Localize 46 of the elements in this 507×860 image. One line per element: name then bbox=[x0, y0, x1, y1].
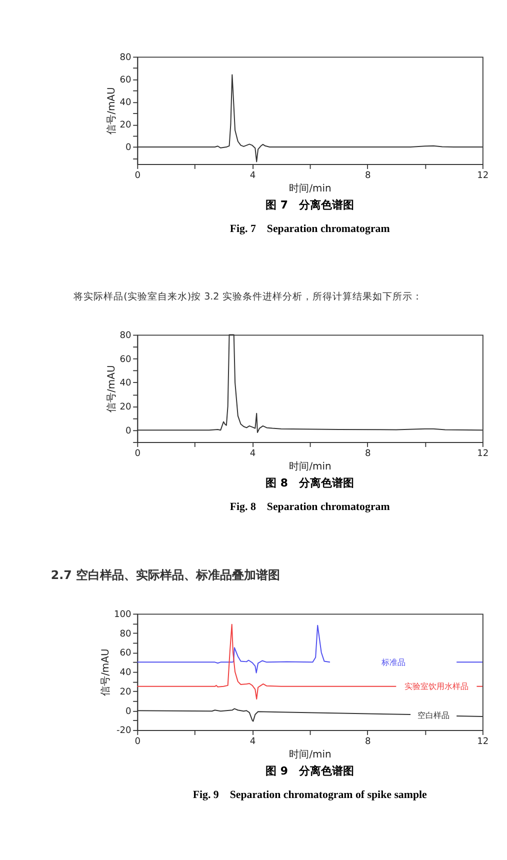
series-label: 空白样品 bbox=[418, 710, 450, 720]
x-tick-label: 8 bbox=[364, 737, 371, 748]
y-tick-label: 0 bbox=[126, 143, 132, 154]
y-tick-label: 0 bbox=[126, 426, 132, 436]
y-tick-label: 0 bbox=[126, 706, 132, 717]
x-tick-label: 4 bbox=[250, 171, 256, 182]
y-tick-label: 60 bbox=[120, 648, 132, 659]
series-label: 实验室饮用水样品 bbox=[404, 681, 468, 692]
y-tick-label: 60 bbox=[120, 354, 132, 365]
y-tick-label: 40 bbox=[120, 378, 132, 389]
x-axis-title: 时间/min bbox=[289, 460, 332, 473]
y-axis-title: 信号/mAU bbox=[105, 87, 118, 134]
x-tick-label: 0 bbox=[134, 737, 141, 748]
text: 图 7 分离色谱图 bbox=[266, 198, 354, 212]
text: 图 8 分离色谱图 bbox=[266, 476, 354, 490]
y-tick-label: 40 bbox=[120, 98, 132, 108]
y-tick-label: 20 bbox=[120, 687, 132, 698]
x-tick-label: 12 bbox=[477, 171, 489, 182]
y-tick-label: -20 bbox=[116, 726, 132, 736]
text: 图 9 分离色谱图 bbox=[266, 764, 354, 778]
text: Fig. 8 Separation chromatogram bbox=[230, 501, 390, 514]
text: Fig. 7 Separation chromatogram bbox=[230, 223, 390, 236]
y-tick-label: 60 bbox=[120, 75, 132, 86]
text: Fig. 9 Separation chromatogram of spike sample bbox=[192, 789, 428, 802]
y-tick-label: 80 bbox=[120, 629, 132, 640]
x-tick-label: 12 bbox=[477, 449, 489, 460]
y-tick-label: 80 bbox=[120, 330, 132, 341]
x-tick-label: 0 bbox=[134, 449, 141, 460]
x-tick-label: 4 bbox=[250, 737, 256, 748]
y-tick-label: 80 bbox=[120, 52, 132, 63]
x-axis-title: 时间/min bbox=[289, 182, 332, 195]
x-tick-label: 0 bbox=[134, 171, 141, 182]
x-tick-label: 8 bbox=[364, 449, 371, 460]
y-tick-label: 100 bbox=[114, 610, 132, 620]
y-axis-title: 信号/mAU bbox=[105, 365, 118, 412]
text: 2.7 空白样品、实际样品、标准品叠加谱图 bbox=[50, 568, 280, 582]
x-tick-label: 4 bbox=[250, 449, 256, 460]
x-tick-label: 8 bbox=[364, 171, 371, 182]
x-axis-title: 时间/min bbox=[289, 748, 332, 761]
y-tick-label: 40 bbox=[120, 668, 132, 678]
text: 将实际样品(实验室自来水)按 3.2 实验条件进样分析，所得计算结果如下所示： bbox=[72, 290, 422, 302]
y-axis-title: 信号/mAU bbox=[100, 648, 112, 696]
y-tick-label: 20 bbox=[120, 120, 132, 131]
x-tick-label: 12 bbox=[477, 737, 489, 748]
y-tick-label: 20 bbox=[120, 402, 132, 412]
text: 标准品 bbox=[380, 656, 406, 667]
